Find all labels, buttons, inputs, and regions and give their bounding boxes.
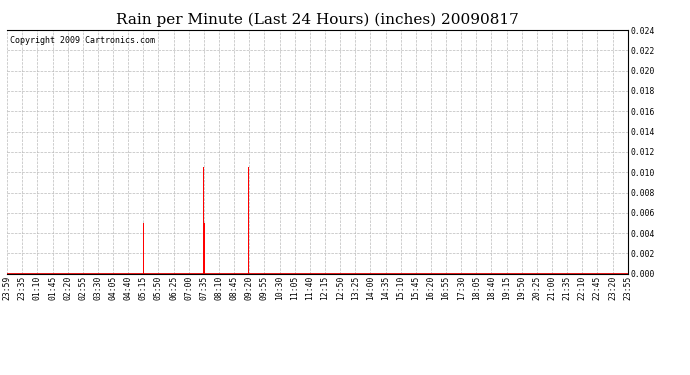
Text: Copyright 2009 Cartronics.com: Copyright 2009 Cartronics.com xyxy=(10,36,155,45)
Title: Rain per Minute (Last 24 Hours) (inches) 20090817: Rain per Minute (Last 24 Hours) (inches)… xyxy=(116,13,519,27)
